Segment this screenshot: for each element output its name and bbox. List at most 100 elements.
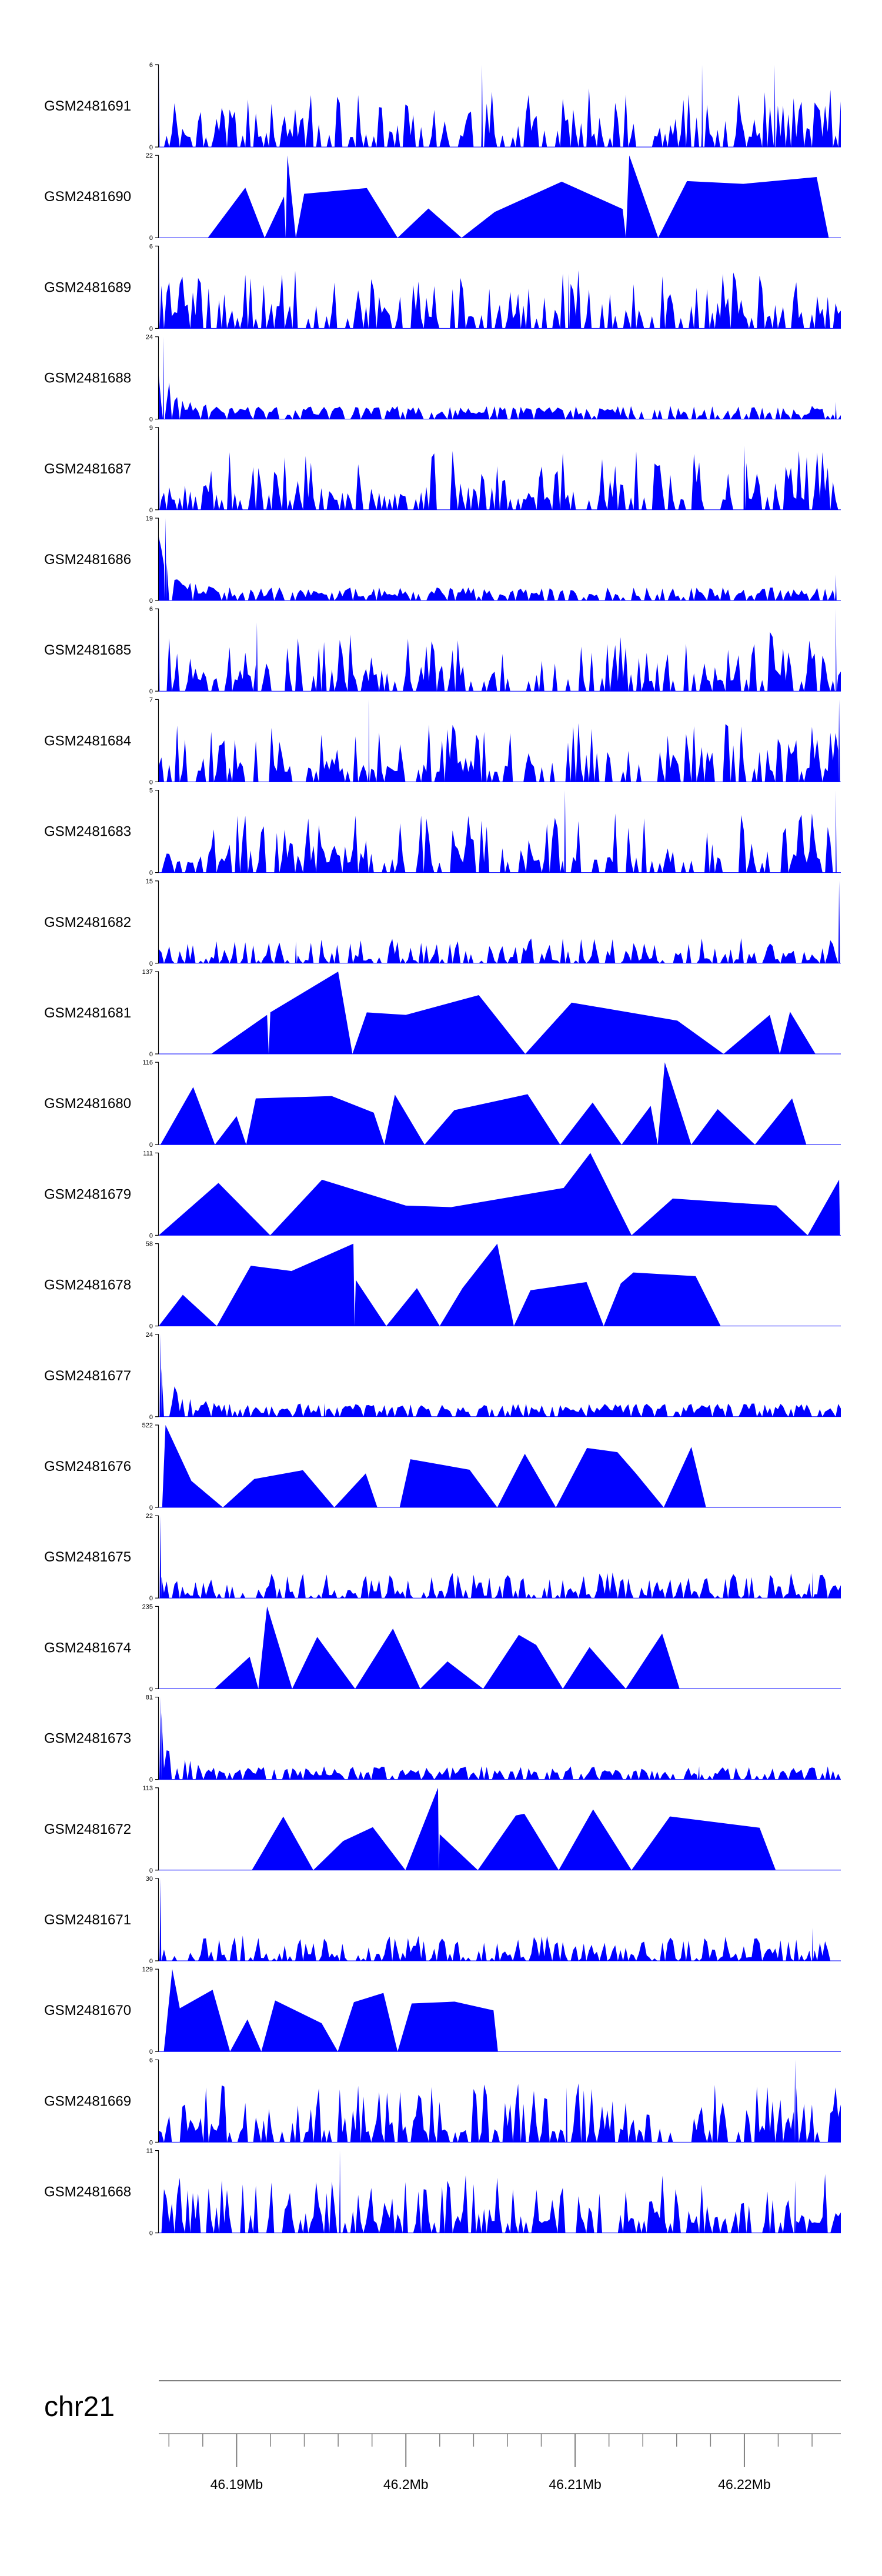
track-GSM2481682: GSM2481682 15 0	[44, 878, 841, 967]
y-min-label: 0	[149, 1777, 153, 1784]
y-min-label: 0	[149, 1232, 153, 1239]
y-max-label: 24	[146, 334, 153, 341]
track-label: GSM2481669	[44, 2093, 131, 2109]
y-max-label: 6	[149, 606, 153, 613]
tick-label: 46.21Mb	[549, 2477, 602, 2492]
y-max-label: 116	[142, 1059, 153, 1066]
track-label: GSM2481674	[44, 1640, 131, 1656]
track-label: GSM2481673	[44, 1731, 131, 1747]
track-label: GSM2481691	[44, 98, 131, 114]
coverage-area	[158, 427, 841, 510]
y-min-label: 0	[149, 1414, 153, 1421]
tracks-group: GSM248169160GSM2481690220GSM248168960GSM…	[44, 62, 841, 2237]
track-label: GSM2481670	[44, 2003, 131, 2018]
track-GSM2481691: GSM2481691 6 0	[44, 62, 841, 151]
y-max-label: 522	[142, 1422, 153, 1429]
y-max-label: 19	[146, 515, 153, 522]
y-min-label: 0	[149, 1958, 153, 1965]
y-min-label: 0	[149, 2139, 153, 2146]
coverage-area	[159, 518, 841, 600]
coverage-area	[252, 1787, 792, 1870]
track-label: GSM2481690	[44, 189, 131, 205]
tick-label: 46.2Mb	[383, 2477, 429, 2492]
y-max-label: 22	[146, 1513, 153, 1520]
coverage-area	[159, 1697, 841, 1780]
y-min-label: 0	[149, 688, 153, 695]
track-GSM2481676: GSM2481676 522 0	[44, 1422, 841, 1511]
coverage-area	[208, 155, 841, 238]
track-GSM2481678: GSM2481678 58 0	[44, 1241, 841, 1330]
track-label: GSM2481686	[44, 552, 131, 568]
y-min-label: 0	[149, 2230, 153, 2237]
track-GSM2481674: GSM2481674 235 0	[44, 1603, 841, 1693]
y-min-label: 0	[149, 870, 153, 877]
track-label: GSM2481671	[44, 1912, 131, 1928]
y-max-label: 6	[149, 2057, 153, 2064]
y-min-label: 0	[149, 1686, 153, 1693]
y-min-label: 0	[149, 1142, 153, 1149]
coverage-area	[158, 609, 841, 692]
track-GSM2481685: GSM2481685 6 0	[44, 606, 841, 695]
coverage-area	[159, 2150, 841, 2233]
y-min-label: 0	[149, 598, 153, 605]
tick-label: 46.22Mb	[718, 2477, 771, 2492]
track-GSM2481670: GSM2481670 129 0	[44, 1966, 841, 2056]
coverage-area	[159, 1153, 841, 1236]
y-max-label: 22	[146, 152, 153, 159]
coverage-area	[158, 65, 841, 147]
track-GSM2481673: GSM2481673 81 0	[44, 1694, 841, 1784]
coverage-area	[159, 1516, 841, 1599]
y-min-label: 0	[149, 416, 153, 423]
y-max-label: 6	[149, 62, 153, 69]
track-GSM2481690: GSM2481690 22 0	[44, 152, 841, 242]
y-min-label: 0	[149, 779, 153, 786]
track-GSM2481668: GSM2481668 11 0	[44, 2148, 841, 2237]
track-GSM2481671: GSM2481671 30 0	[44, 1876, 841, 1965]
y-min-label: 0	[149, 2048, 153, 2056]
tick-label: 46.19Mb	[211, 2477, 263, 2492]
track-GSM2481687: GSM2481687 9 0	[44, 425, 841, 514]
coverage-area	[159, 699, 841, 782]
track-label: GSM2481684	[44, 733, 131, 749]
track-label: GSM2481683	[44, 824, 131, 840]
track-label: GSM2481677	[44, 1368, 131, 1384]
track-label: GSM2481675	[44, 1549, 131, 1565]
y-min-label: 0	[149, 144, 153, 151]
y-min-label: 0	[149, 1867, 153, 1874]
y-max-label: 24	[146, 1332, 153, 1339]
y-max-label: 7	[149, 696, 153, 703]
genome-axis: chr21 46.19Mb 46.2Mb 46.21Mb 46.22Mb	[44, 2380, 841, 2492]
y-max-label: 11	[146, 2148, 153, 2155]
track-label: GSM2481687	[44, 461, 131, 477]
track-label: GSM2481682	[44, 915, 131, 930]
track-label: GSM2481688	[44, 371, 131, 386]
y-min-label: 0	[149, 1504, 153, 1511]
y-max-label: 5	[149, 788, 153, 795]
y-max-label: 81	[146, 1694, 153, 1701]
y-min-label: 0	[149, 1051, 153, 1058]
track-GSM2481681: GSM2481681 137 0	[44, 969, 841, 1058]
track-GSM2481677: GSM2481677 24 0	[44, 1332, 841, 1421]
track-GSM2481669: GSM2481669 6 0	[44, 2057, 841, 2146]
track-GSM2481683: GSM2481683 5 0	[44, 788, 841, 877]
coverage-area	[163, 1969, 503, 2052]
coverage-area	[159, 336, 841, 419]
track-GSM2481688: GSM2481688 24 0	[44, 334, 841, 423]
track-GSM2481686: GSM2481686 19 0	[44, 515, 841, 605]
y-max-label: 30	[146, 1876, 153, 1883]
y-min-label: 0	[149, 325, 153, 332]
coverage-area	[160, 1062, 821, 1145]
y-min-label: 0	[149, 1323, 153, 1330]
y-max-label: 9	[149, 425, 153, 432]
track-label: GSM2481681	[44, 1005, 131, 1021]
track-label: GSM2481678	[44, 1277, 131, 1293]
track-label: GSM2481689	[44, 279, 131, 295]
coverage-area	[162, 1425, 721, 1507]
coverage-area	[159, 1334, 841, 1417]
y-min-label: 0	[149, 1595, 153, 1602]
coverage-area	[159, 790, 841, 873]
y-min-label: 0	[149, 507, 153, 514]
track-GSM2481680: GSM2481680 116 0	[44, 1059, 841, 1149]
coverage-area	[159, 2060, 841, 2143]
